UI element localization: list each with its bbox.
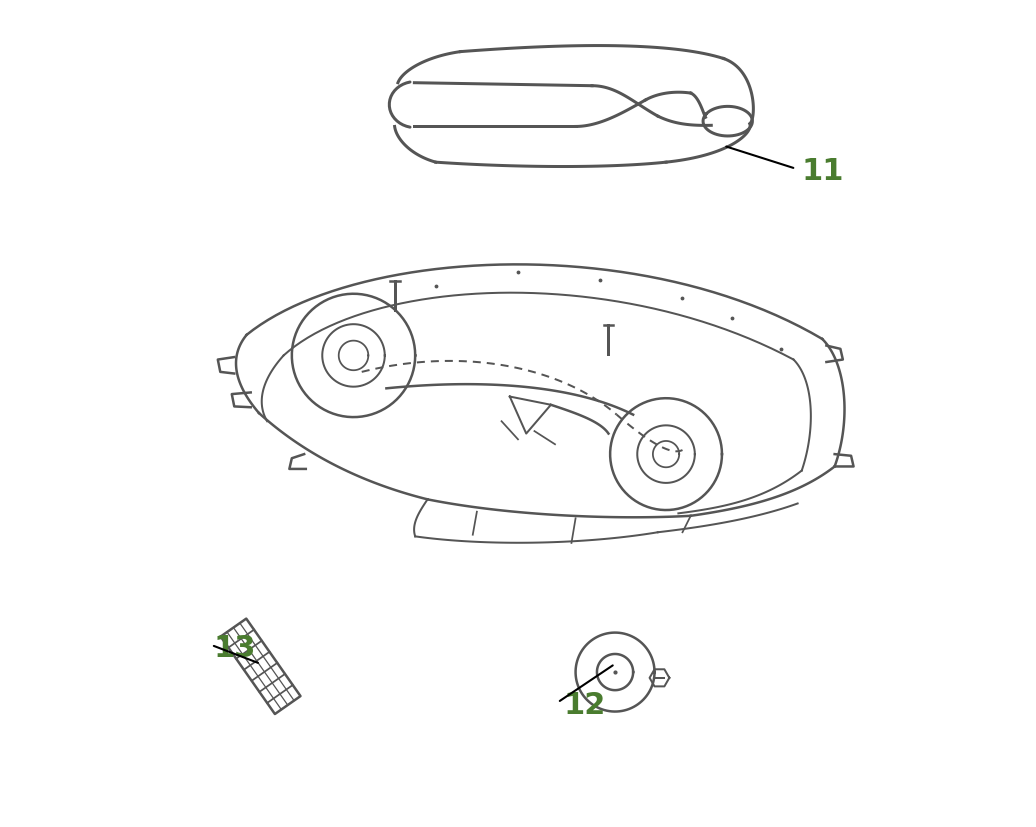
Text: 13: 13 <box>213 633 256 662</box>
Text: 12: 12 <box>564 691 606 719</box>
Text: 11: 11 <box>802 156 844 185</box>
